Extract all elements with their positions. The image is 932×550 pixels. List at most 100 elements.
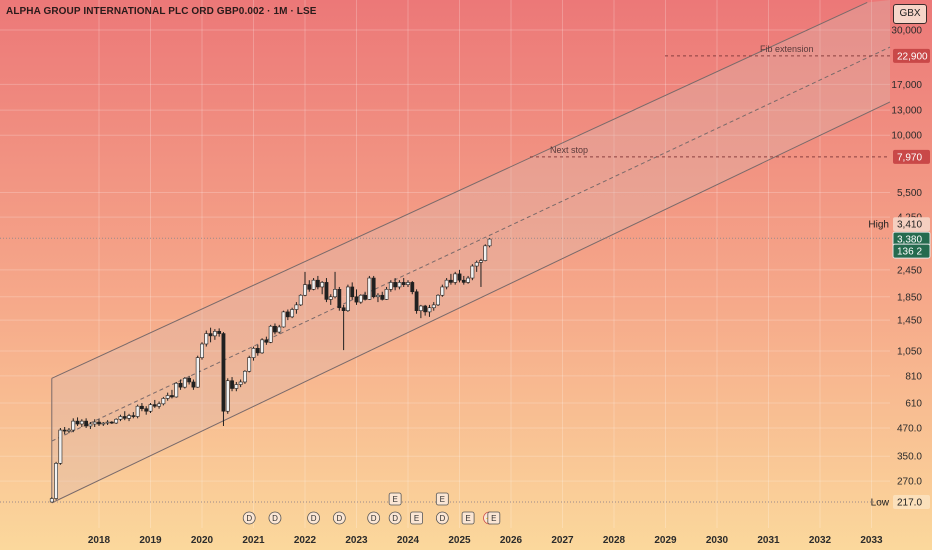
symbol-title: ALPHA GROUP INTERNATIONAL PLC ORD GBP0.0… <box>6 6 317 17</box>
last-price-tag: 3,380 <box>892 231 931 247</box>
candle-body <box>221 333 226 412</box>
earnings-icon <box>435 492 449 506</box>
candle-body <box>264 339 269 343</box>
low-price-tag-box <box>893 495 930 509</box>
candle-body <box>303 284 307 296</box>
candle <box>127 413 131 422</box>
event-glyph: D <box>336 514 342 523</box>
candle-body <box>79 420 84 425</box>
candle <box>157 401 161 409</box>
candle-body <box>418 305 423 311</box>
candle-body <box>311 279 316 290</box>
candle <box>161 396 166 406</box>
candle-body <box>131 415 136 417</box>
candle-body <box>178 382 183 388</box>
candle-body <box>204 333 209 345</box>
candle-body <box>354 296 359 303</box>
candle-body <box>208 333 213 337</box>
candle-body <box>238 381 243 385</box>
candle <box>303 271 307 297</box>
candle <box>315 275 320 290</box>
candle <box>358 294 363 304</box>
candle-body <box>84 420 89 427</box>
channel-lower-line <box>51 101 891 504</box>
price-tick-label: 17,000 <box>891 80 922 91</box>
candle-body <box>406 282 410 285</box>
candle <box>290 307 295 319</box>
candle <box>84 418 89 428</box>
price-tick-label: 10,000 <box>891 131 922 142</box>
candle <box>453 271 458 285</box>
candle <box>479 258 483 287</box>
candle <box>140 403 144 412</box>
candle <box>423 304 428 316</box>
year-tick-label: 2018 <box>88 535 111 546</box>
candle <box>118 414 123 422</box>
candle <box>277 324 282 334</box>
year-tick-label: 2020 <box>191 535 214 546</box>
candle <box>457 269 462 283</box>
dividend-event-marker: D <box>307 511 320 525</box>
earnings-icon <box>487 511 501 525</box>
candle <box>208 327 213 343</box>
price-tick-label: 1,850 <box>897 292 922 303</box>
candle-body <box>234 384 239 389</box>
candle-body <box>461 279 466 283</box>
candle-body <box>212 331 217 337</box>
candle-body <box>281 311 286 328</box>
candle-body <box>122 416 127 419</box>
price-axis[interactable]: 30,00017,00013,00010,0005,5004,2502,4501… <box>891 26 922 488</box>
candle <box>165 392 170 401</box>
price-tick-label: 270.0 <box>897 477 922 488</box>
price-tick-label: 810 <box>905 371 922 382</box>
year-tick-label: 2028 <box>603 535 626 546</box>
candle-body <box>290 309 295 318</box>
dividend-icon <box>435 511 449 525</box>
candle <box>363 291 367 301</box>
event-glyph: D <box>392 514 398 523</box>
candle-body <box>268 325 273 343</box>
candle-body <box>307 284 312 290</box>
candle <box>144 406 149 415</box>
fib-price-tag: 22,900 <box>893 48 930 63</box>
candle <box>148 403 153 413</box>
candle-body <box>148 404 153 412</box>
candle-body <box>67 429 71 432</box>
candle <box>376 293 380 303</box>
candle-body <box>363 294 367 300</box>
currency-button[interactable]: GBX <box>893 4 927 24</box>
candle-body <box>182 377 187 388</box>
year-tick-label: 2033 <box>860 535 883 546</box>
candle-body <box>255 348 260 354</box>
time-axis[interactable]: 2018 2019 2020 2021 2022 2023 2024 2025 2026 2027… <box>88 535 883 546</box>
candle-body <box>62 429 67 432</box>
candle-body <box>54 463 58 499</box>
candle <box>243 370 247 384</box>
candle-body <box>217 331 222 334</box>
candle-body <box>187 377 192 383</box>
candle <box>427 304 432 317</box>
candlestick-series <box>49 238 492 503</box>
candle-body <box>251 348 256 358</box>
year-tick-label: 2021 <box>242 535 265 546</box>
candle <box>200 342 204 360</box>
dividend-icon <box>242 511 256 525</box>
year-tick-label: 2026 <box>500 535 523 546</box>
last-price-tag-text: 3,380 <box>897 235 922 246</box>
candle-body <box>195 357 200 388</box>
low-price-tag: 217.0 <box>893 495 930 509</box>
candle <box>238 379 243 388</box>
candle <box>440 284 445 297</box>
candle-body <box>341 307 346 311</box>
price-tick-label: 30,000 <box>891 26 922 37</box>
candle-body <box>298 294 303 306</box>
candle <box>79 419 84 427</box>
price-tick-label: 470.0 <box>897 423 922 434</box>
candle-body <box>277 326 282 333</box>
event-glyph: D <box>272 514 278 523</box>
candle <box>418 304 423 319</box>
candle <box>311 278 316 291</box>
candle <box>431 302 436 311</box>
